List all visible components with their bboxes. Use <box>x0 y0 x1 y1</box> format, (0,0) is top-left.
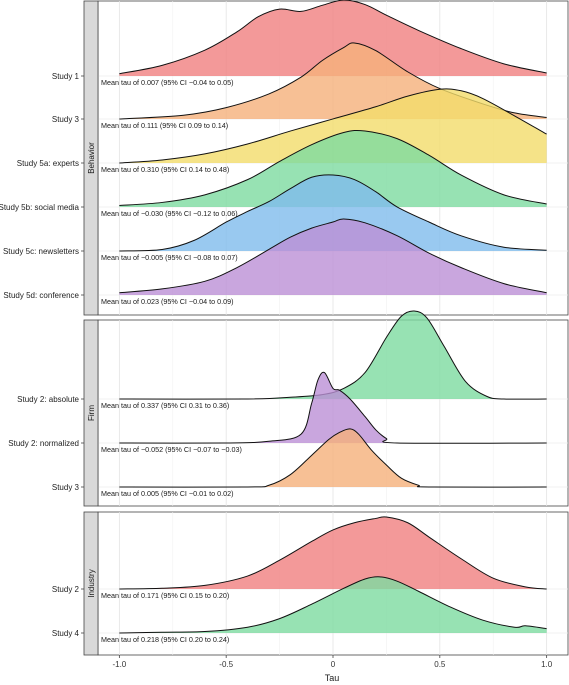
x-axis-title: Tau <box>325 673 340 683</box>
mean-tau-annotation: Mean tau of −0.005 (95% CI −0.08 to 0.07… <box>101 253 238 262</box>
panel-behavior: Behavior Mean tau of 0.007 (95% CI −0.04 … <box>0 0 569 316</box>
mean-tau-annotation: Mean tau of 0.171 (95% CI 0.15 to 0.20) <box>101 591 229 600</box>
row-label: Study 5b: social media <box>0 203 80 212</box>
x-tick-label: 1.0 <box>541 660 553 669</box>
x-tick-label: -1.0 <box>112 660 126 669</box>
density-curve <box>119 516 547 590</box>
row-label: Study 2 <box>52 585 80 594</box>
mean-tau-annotation: Mean tau of 0.023 (95% CI −0.04 to 0.09) <box>101 297 233 306</box>
density-curve <box>119 310 547 400</box>
strip-label: Behavior <box>87 142 96 174</box>
density-area <box>119 0 547 76</box>
strip-label: Industry <box>87 569 96 597</box>
row-label: Study 5d: conference <box>3 291 79 300</box>
row-label: Study 5c: newsletters <box>3 247 79 256</box>
strip-label: Firm <box>87 405 96 421</box>
mean-tau-annotation: Mean tau of −0.030 (95% CI −0.12 to 0.06… <box>101 209 238 218</box>
density-area <box>119 218 547 295</box>
row-label: Study 2: normalized <box>8 439 79 448</box>
strip-bg <box>83 511 99 656</box>
mean-tau-annotation: Mean tau of 0.218 (95% CI 0.20 to 0.24) <box>101 635 229 644</box>
density-curve <box>119 0 547 75</box>
row-label: Study 1 <box>52 72 80 81</box>
density-area <box>119 130 547 207</box>
density-curve <box>119 174 547 252</box>
x-tick-label: -0.5 <box>219 660 233 669</box>
panel-industry: Industry Mean tau of 0.171 (95% CI 0.15 t… <box>52 511 569 656</box>
mean-tau-annotation: Mean tau of 0.007 (95% CI −0.04 to 0.05) <box>101 78 233 87</box>
row-label: Study 3 <box>52 483 80 492</box>
row-label: Study 4 <box>52 629 80 638</box>
density-area <box>119 372 547 444</box>
x-axis: -1.0 -0.5 0 0.5 1.0 <box>112 655 553 669</box>
density-curve <box>119 428 547 488</box>
density-curve <box>119 218 547 294</box>
density-curve <box>119 576 547 634</box>
mean-tau-annotation: Mean tau of 0.337 (95% CI 0.31 to 0.36) <box>101 401 229 410</box>
panel-firm: Firm Mean tau of 0.337 (95% CI 0.31 to 0.… <box>8 310 569 507</box>
strip-bg <box>83 0 99 316</box>
x-tick-label: 0.5 <box>434 660 446 669</box>
strip-bg <box>83 319 99 507</box>
row-label: Study 5a: experts <box>17 159 79 168</box>
density-curve <box>119 371 547 444</box>
density-area <box>119 516 547 589</box>
density-curve <box>119 129 547 206</box>
mean-tau-annotation: Mean tau of −0.052 (95% CI −0.07 to −0.0… <box>101 445 242 454</box>
panels-layer: Behavior Mean tau of 0.007 (95% CI −0.04 … <box>0 0 569 656</box>
density-area <box>119 576 547 633</box>
density-area <box>119 428 547 488</box>
density-curve <box>119 88 547 164</box>
x-tick-label: 0 <box>331 660 336 669</box>
density-area <box>119 88 547 163</box>
mean-tau-annotation: Mean tau of 0.005 (95% CI −0.01 to 0.02) <box>101 489 233 498</box>
mean-tau-annotation: Mean tau of 0.111 (95% CI 0.09 to 0.14) <box>101 121 228 130</box>
density-area <box>119 174 547 251</box>
mean-tau-annotation: Mean tau of 0.310 (95% CI 0.14 to 0.48) <box>101 165 229 174</box>
row-label: Study 2: absolute <box>17 395 79 404</box>
density-area <box>119 310 547 400</box>
row-label: Study 3 <box>52 115 80 124</box>
